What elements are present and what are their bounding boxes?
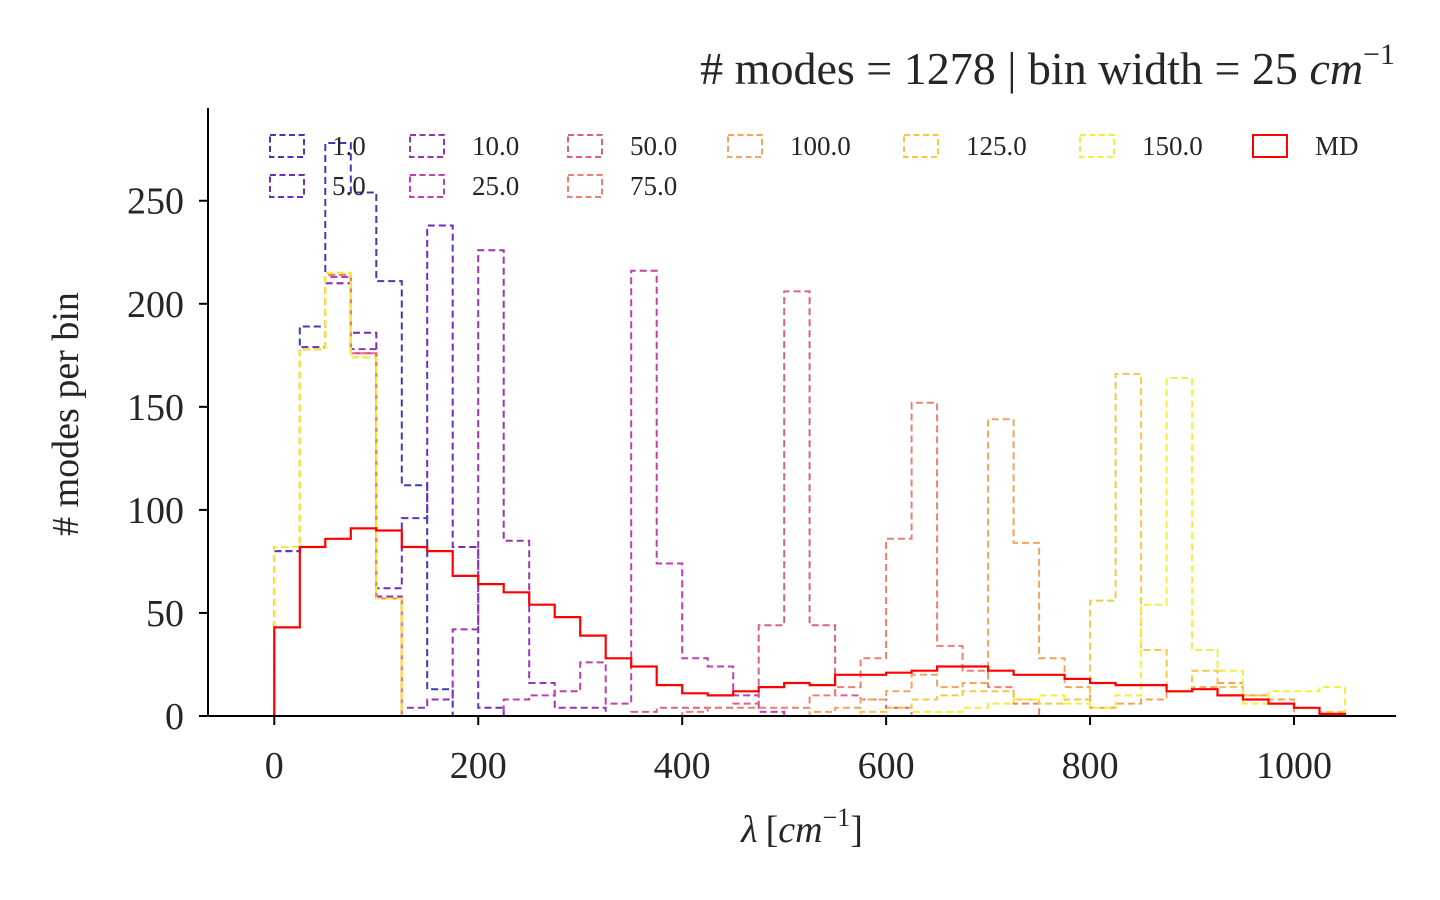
legend-swatch xyxy=(567,174,603,198)
series-150-0 xyxy=(273,271,1346,717)
x-axis-label-close: ] xyxy=(850,809,863,851)
series-100-0 xyxy=(273,271,1345,717)
legend-swatch xyxy=(1079,134,1115,158)
x-tick-label: 600 xyxy=(858,745,915,787)
legend-swatch xyxy=(903,134,939,158)
legend-swatch xyxy=(727,134,763,158)
legend: 1.0 5.0 10.0 25.0 50.0 75.0 100.0 125.0 150.0 MD xyxy=(269,131,1359,201)
series-MD xyxy=(273,527,1347,716)
chart-title: # modes = 1278 | bin width = 25 cm−1 xyxy=(700,38,1395,94)
legend-swatch xyxy=(567,134,603,158)
x-tick-label: 800 xyxy=(1062,745,1119,787)
y-tick-label: 200 xyxy=(127,284,184,326)
chart-title-unit: cm xyxy=(1309,43,1363,94)
legend-swatch xyxy=(409,134,445,158)
x-tick-label: 400 xyxy=(654,745,711,787)
legend-label: 5.0 xyxy=(332,171,366,201)
legend-entry-10-0: 10.0 xyxy=(409,131,519,161)
series-layer xyxy=(273,142,1347,717)
legend-label: 150.0 xyxy=(1142,131,1203,161)
legend-swatch xyxy=(409,174,445,198)
x-axis-label-unit: cm xyxy=(778,809,822,851)
y-ticks: 0 50 100 150 200 250 xyxy=(127,181,208,738)
x-tick-label: 0 xyxy=(265,745,284,787)
x-axis-label-symbol: λ xyxy=(740,809,757,851)
legend-label: 75.0 xyxy=(630,171,677,201)
y-tick-label: 150 xyxy=(127,387,184,429)
chart-title-exponent: −1 xyxy=(1363,38,1395,71)
legend-entry-1-0: 1.0 xyxy=(269,131,366,161)
legend-label: 10.0 xyxy=(472,131,519,161)
legend-label: 125.0 xyxy=(966,131,1027,161)
series-25-0 xyxy=(273,269,1345,717)
series-50-0 xyxy=(273,273,1345,717)
x-ticks: 0 200 400 600 800 1000 xyxy=(265,716,1332,787)
series-125-0 xyxy=(273,271,1346,717)
legend-entry-5-0: 5.0 xyxy=(269,171,366,201)
legend-entry-150-0: 150.0 xyxy=(1079,131,1203,161)
legend-entry-125-0: 125.0 xyxy=(903,131,1027,161)
legend-label: 1.0 xyxy=(332,131,366,161)
x-tick-label: 1000 xyxy=(1256,745,1332,787)
legend-label: 50.0 xyxy=(630,131,677,161)
legend-swatch xyxy=(269,174,305,198)
legend-swatch xyxy=(269,134,305,158)
legend-entry-MD: MD xyxy=(1252,131,1359,161)
y-tick-label: 50 xyxy=(146,593,184,635)
x-axis-label-exponent: −1 xyxy=(823,803,851,832)
legend-swatch xyxy=(1252,134,1288,158)
y-tick-label: 0 xyxy=(165,696,184,738)
legend-entry-25-0: 25.0 xyxy=(409,171,519,201)
legend-entry-50-0: 50.0 xyxy=(567,131,677,161)
legend-label: MD xyxy=(1315,131,1359,161)
y-tick-label: 100 xyxy=(127,490,184,532)
legend-entry-100-0: 100.0 xyxy=(727,131,851,161)
legend-label: 25.0 xyxy=(472,171,519,201)
legend-entry-75-0: 75.0 xyxy=(567,171,677,201)
legend-label: 100.0 xyxy=(790,131,851,161)
chart-title-text: # modes = 1278 | bin width = 25 xyxy=(700,43,1309,94)
x-axis-label: λ [cm−1] xyxy=(740,803,863,851)
x-axis-label-open: [ xyxy=(766,809,779,851)
y-axis-label: # modes per bin xyxy=(45,292,87,536)
x-tick-label: 200 xyxy=(450,745,507,787)
y-tick-label: 250 xyxy=(127,181,184,223)
